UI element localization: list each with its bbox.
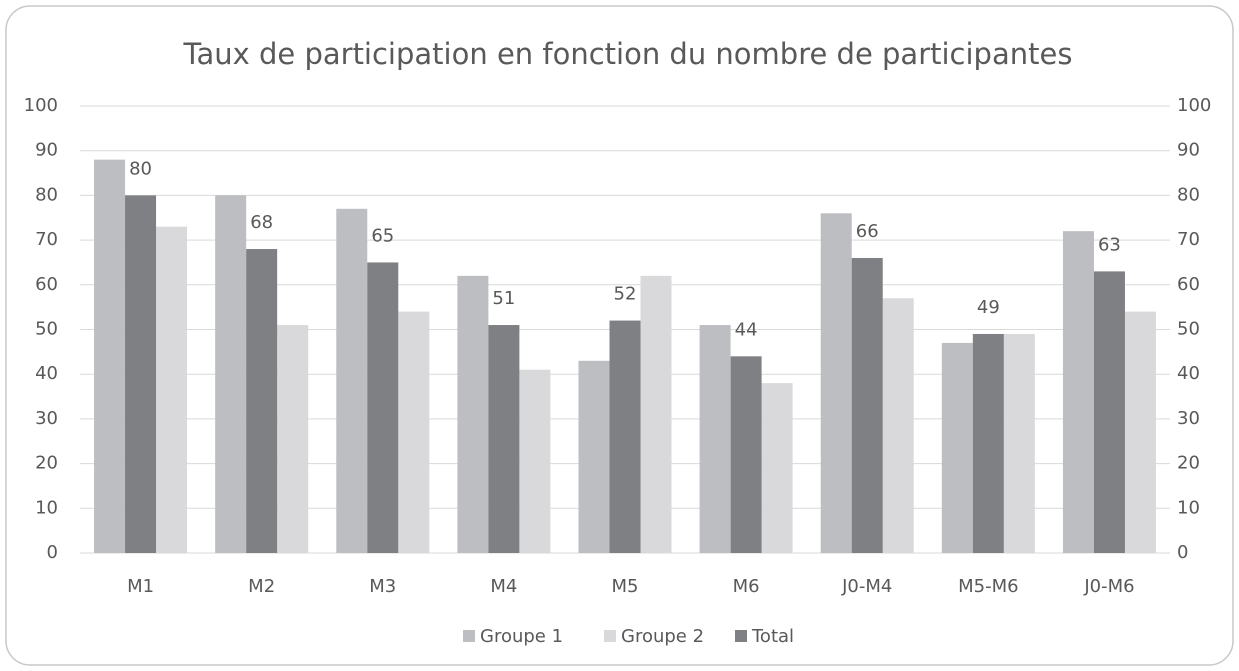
bar bbox=[94, 159, 126, 553]
bar bbox=[215, 195, 247, 553]
x-tick-label: M1 bbox=[127, 576, 154, 597]
bar bbox=[882, 298, 914, 553]
y2-tick-label: 70 bbox=[1177, 229, 1200, 250]
y2-tick-label: 10 bbox=[1177, 497, 1200, 518]
y2-tick-label: 80 bbox=[1177, 184, 1200, 205]
y2-tick-label: 20 bbox=[1177, 453, 1200, 474]
x-tick-label: M4 bbox=[490, 576, 517, 597]
bar bbox=[367, 262, 399, 553]
bar bbox=[730, 356, 762, 553]
bar bbox=[488, 325, 520, 553]
x-tick-label: M6 bbox=[733, 576, 760, 597]
x-tick-label: M5-M6 bbox=[958, 576, 1018, 597]
bar bbox=[457, 275, 489, 553]
y-tick-label: 0 bbox=[47, 542, 58, 563]
data-label: 65 bbox=[371, 225, 394, 246]
legend-swatch bbox=[735, 630, 747, 642]
y2-tick-label: 90 bbox=[1177, 140, 1200, 161]
x-tick-label: J0-M6 bbox=[1083, 576, 1134, 597]
labels: 0 10 20 30 40 50 60 70 80 90 100 0 10 20 30 40 50 60 70 80 9… bbox=[24, 95, 1212, 647]
legend-label: Groupe 2 bbox=[621, 626, 704, 647]
bar bbox=[246, 249, 278, 554]
y2-tick-label: 50 bbox=[1177, 319, 1200, 340]
x-tick-label: J0-M4 bbox=[841, 576, 892, 597]
data-label: 68 bbox=[250, 212, 273, 233]
y2-tick-label: 0 bbox=[1177, 542, 1188, 563]
data-label: 49 bbox=[977, 297, 1000, 318]
y-tick-label: 80 bbox=[35, 184, 58, 205]
bar bbox=[1093, 271, 1125, 553]
x-tick-label: M2 bbox=[248, 576, 275, 597]
data-label: 80 bbox=[129, 158, 152, 179]
bars bbox=[94, 159, 1156, 554]
data-label: 63 bbox=[1098, 234, 1121, 255]
legend-swatch bbox=[463, 630, 475, 642]
data-label: 52 bbox=[614, 284, 637, 305]
y-tick-label: 70 bbox=[35, 229, 58, 250]
bar bbox=[398, 311, 430, 553]
x-tick-label: M3 bbox=[369, 576, 396, 597]
y-tick-label: 20 bbox=[35, 453, 58, 474]
bar bbox=[699, 325, 731, 553]
y-tick-label: 10 bbox=[35, 497, 58, 518]
bar bbox=[609, 320, 641, 553]
bar bbox=[125, 195, 157, 553]
y-tick-label: 90 bbox=[35, 140, 58, 161]
legend-label: Total bbox=[751, 626, 794, 647]
y-tick-label: 30 bbox=[35, 408, 58, 429]
bar bbox=[851, 257, 883, 553]
bar bbox=[1003, 333, 1035, 553]
y-tick-label: 40 bbox=[35, 363, 58, 384]
legend-swatch bbox=[604, 630, 616, 642]
y2-tick-label: 30 bbox=[1177, 408, 1200, 429]
bar bbox=[640, 275, 672, 553]
y-tick-label: 50 bbox=[35, 319, 58, 340]
chart-title: Taux de participation en fonction du nom… bbox=[183, 37, 1073, 71]
y2-tick-label: 60 bbox=[1177, 274, 1200, 295]
data-label: 66 bbox=[856, 221, 879, 242]
bar bbox=[277, 325, 309, 553]
legend-label: Groupe 1 bbox=[480, 626, 563, 647]
y2-tick-label: 40 bbox=[1177, 363, 1200, 384]
x-tick-label: M5 bbox=[612, 576, 639, 597]
y2-tick-label: 100 bbox=[1177, 95, 1211, 116]
bar bbox=[578, 360, 610, 553]
bar bbox=[941, 342, 973, 553]
bar bbox=[1062, 231, 1094, 553]
bar bbox=[336, 208, 368, 553]
data-label: 44 bbox=[735, 319, 758, 340]
data-label: 51 bbox=[492, 288, 515, 309]
bar bbox=[972, 333, 1004, 553]
y-tick-label: 60 bbox=[35, 274, 58, 295]
bar bbox=[156, 226, 188, 553]
bar bbox=[761, 383, 793, 553]
bar bbox=[820, 213, 852, 553]
y-tick-label: 100 bbox=[24, 95, 58, 116]
bar bbox=[519, 369, 551, 553]
bar bbox=[1124, 311, 1156, 553]
